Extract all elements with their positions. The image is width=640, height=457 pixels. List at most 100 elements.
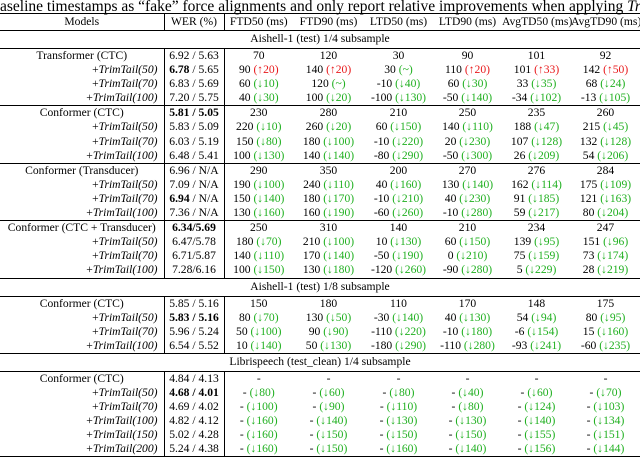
- metric-cell: -10 (↓40): [364, 77, 433, 91]
- metric-cell: 270: [433, 162, 502, 178]
- model-cell: +TrimTail(50): [0, 310, 165, 325]
- metric-cell: 188 (↓47): [502, 120, 571, 134]
- metric-value: -: [586, 442, 594, 456]
- model-name: TrimTail(70): [98, 249, 158, 263]
- metric-cell: 90: [433, 49, 502, 64]
- metric-cell: 92: [571, 49, 640, 64]
- model-name: TrimTail(50): [98, 235, 158, 249]
- metric-delta: (↓110): [323, 177, 354, 191]
- table-row: Conformer (CTC) 5.85 / 5.16 150 180 110 170 14…: [0, 296, 640, 311]
- metric-delta: (↓230): [459, 191, 491, 205]
- metric-value: 210: [302, 235, 324, 249]
- metric-cell: 210: [364, 105, 433, 121]
- metric-cell: - (↓110): [364, 400, 433, 414]
- metric-cell: 75 (↓159): [502, 249, 571, 263]
- metric-cell: 30 (~): [364, 63, 433, 77]
- metric-cell: 80 (↓95): [571, 311, 640, 325]
- metric-delta: (↓109): [600, 177, 632, 191]
- metric-cell: 250: [224, 220, 293, 236]
- metric-cell: - (↓150): [293, 428, 364, 442]
- table-row: Conformer (CTC) 5.81 / 5.05 230 280 210 250 23…: [0, 105, 640, 121]
- metric-value: 0: [447, 249, 457, 263]
- metric-cell: - (↓134): [571, 414, 640, 428]
- metric-delta: (↓220): [392, 134, 424, 148]
- metric-delta: (↓40): [395, 77, 421, 91]
- metric-value: -: [379, 428, 387, 442]
- metric-cell: 190 (↓100): [224, 178, 293, 192]
- metric-delta: (↓140): [323, 249, 355, 263]
- table-body: Aishell-1 (test) 1/4 subsample Transforme…: [0, 30, 640, 457]
- column-header: LTD50 (ms): [364, 13, 433, 31]
- metric-value: -50: [442, 91, 462, 105]
- metric-delta: (↓130): [253, 148, 285, 162]
- metric-value: 10: [375, 235, 391, 249]
- metric-delta: (↓150): [253, 263, 285, 277]
- metric-cell: 60 (↓10): [224, 77, 293, 91]
- metric-value: -: [534, 371, 539, 385]
- metric-cell: 40 (↓30): [224, 91, 293, 106]
- metric-cell: - (↓130): [364, 414, 433, 428]
- metric-value: 150: [233, 191, 254, 205]
- wer-cell: 6.78 / 5.65: [164, 63, 225, 78]
- metric-value: 50: [236, 324, 251, 338]
- metric-cell: 40 (↓230): [433, 192, 502, 206]
- model-name: TrimTail(50): [98, 120, 158, 134]
- metric-cell: 215 (↓45): [571, 120, 640, 134]
- metric-value: 230: [250, 106, 268, 120]
- metric-delta: (↓60): [527, 385, 553, 399]
- metric-value: 284: [596, 163, 615, 177]
- metric-value: 80: [582, 206, 598, 220]
- metric-cell: 100 (↓130): [224, 149, 293, 164]
- metric-delta: (↓105): [599, 91, 631, 105]
- table-row: +TrimTail(100) 6.48 / 5.41 100 (↓130) 140 (…: [0, 148, 640, 164]
- metric-value: 175: [596, 296, 615, 310]
- metric-value: 310: [319, 221, 338, 235]
- metric-cell: 26 (↓209): [502, 149, 571, 164]
- table-row: +TrimTail(50) 5.83 / 5.09 220 (↓10) 260 (↓2…: [0, 120, 640, 135]
- metric-cell: -: [571, 371, 640, 386]
- metric-cell: 90 (↑20): [224, 63, 293, 77]
- metric-cell: 200: [364, 162, 433, 178]
- metric-cell: 180: [293, 296, 364, 311]
- table-row: +TrimTail(70) 6.03 / 5.19 150 (↓80) 180 (↓1…: [0, 134, 640, 149]
- metric-cell: 250: [433, 105, 502, 121]
- column-header: FTD50 (ms): [224, 13, 293, 31]
- metric-value: 60: [375, 120, 391, 134]
- metric-value: -: [520, 385, 528, 399]
- metric-value: 80: [585, 310, 601, 324]
- model-cell: +TrimTail(70): [0, 77, 165, 92]
- metric-cell: -50 (↓190): [364, 249, 433, 263]
- metric-delta: (↓241): [530, 338, 562, 352]
- metric-delta: (↓100): [323, 235, 355, 249]
- metric-cell: 59 (↓217): [502, 206, 571, 221]
- metric-cell: 130 (↓180): [293, 263, 364, 279]
- metric-delta: (↑20): [253, 63, 279, 77]
- metric-delta: (↓290): [395, 338, 427, 352]
- metric-cell: - (↓80): [433, 400, 502, 414]
- model-cell: +TrimTail(70): [0, 400, 165, 415]
- metric-delta: (↓45): [603, 120, 629, 134]
- metric-cell: - (↓150): [433, 428, 502, 442]
- metric-cell: 230: [224, 105, 293, 121]
- metric-cell: 70: [224, 49, 293, 64]
- metric-value: 290: [250, 163, 268, 177]
- metric-delta: (↓10): [253, 77, 279, 91]
- metric-delta: (↓160): [390, 177, 422, 191]
- metric-delta: (↓130): [320, 338, 352, 352]
- metric-value: 162: [511, 177, 532, 191]
- model-prefix: +: [92, 191, 99, 205]
- metric-delta: (↓10): [256, 120, 282, 134]
- metric-delta: (↓159): [528, 249, 560, 263]
- model-name: TrimTail(100): [92, 91, 158, 105]
- metric-value: 101: [513, 63, 535, 77]
- metric-value: 121: [579, 191, 601, 205]
- metric-delta: (↓190): [392, 249, 424, 263]
- metric-value: 110: [445, 63, 465, 77]
- metric-cell: - (↓140): [433, 442, 502, 457]
- metric-delta: (↓80): [249, 385, 275, 399]
- metric-value: -60: [580, 338, 600, 352]
- model-prefix: +: [92, 235, 99, 249]
- model-name: TrimTail(70): [98, 324, 158, 338]
- table-row: +TrimTail(50) 6.47/5.78 180 (↓70) 210 (↓100…: [0, 235, 640, 250]
- metric-value: -: [382, 385, 390, 399]
